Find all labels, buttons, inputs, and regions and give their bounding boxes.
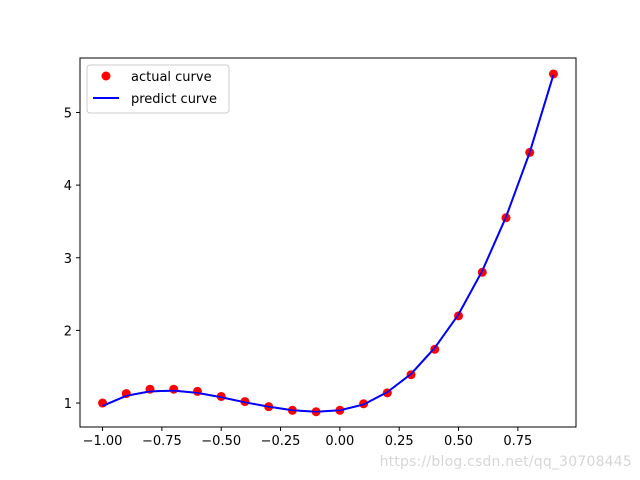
axes: −1.00 −0.75 −0.50 −0.25 0.00 0.25 0.50 0.75 1 2 3 4… <box>64 57 577 449</box>
x-tick-label: 0.25 <box>385 434 414 449</box>
data-point <box>192 386 202 396</box>
y-tick-label: 2 <box>64 324 72 339</box>
y-tick-label: 4 <box>64 179 72 194</box>
x-tick-label: −0.25 <box>261 434 301 449</box>
data-point <box>98 398 108 408</box>
data-point <box>169 384 179 394</box>
x-tick-label: −0.75 <box>142 434 182 449</box>
x-tick-label: −0.50 <box>201 434 241 449</box>
x-tick-label: 0.00 <box>325 434 354 449</box>
y-tick-label: 3 <box>64 252 72 267</box>
legend-marker-actual <box>101 71 111 81</box>
plot-area <box>98 69 558 417</box>
y-tick-label: 1 <box>64 397 72 412</box>
y-tick-label: 5 <box>64 106 72 121</box>
series-line-predict-overlay <box>102 74 555 413</box>
legend: actual curve predict curve <box>86 64 230 114</box>
x-tick-label: 0.50 <box>444 434 473 449</box>
watermark-text: https://blog.csdn.net/qq_30708445 <box>379 454 632 470</box>
axes-frame <box>79 57 577 428</box>
legend-label: actual curve <box>131 70 212 85</box>
legend-box <box>86 64 230 114</box>
x-tick-label: −1.00 <box>83 434 123 449</box>
series-line-predict <box>102 74 555 413</box>
x-tick-label: 0.75 <box>503 434 532 449</box>
data-point <box>430 344 440 354</box>
legend-label: predict curve <box>131 92 217 107</box>
data-point <box>548 69 558 79</box>
